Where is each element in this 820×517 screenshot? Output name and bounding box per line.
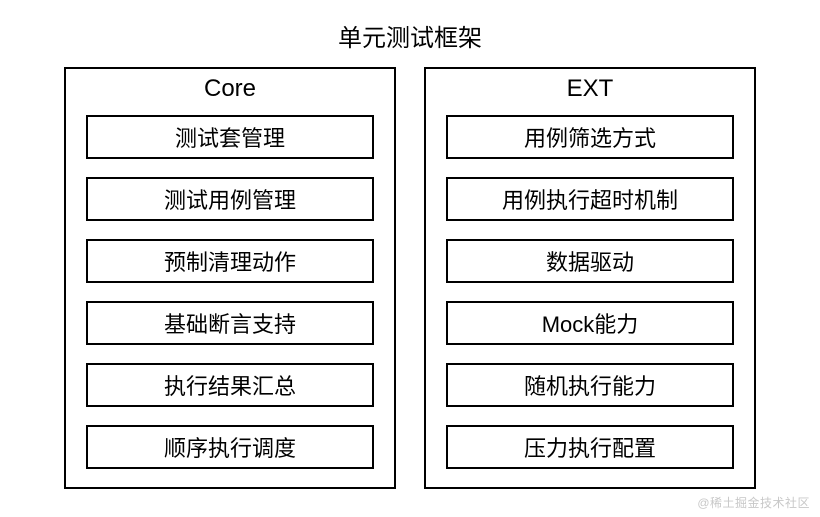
core-item: 测试套管理 [86,115,374,159]
core-item: 测试用例管理 [86,177,374,221]
core-item: 执行结果汇总 [86,363,374,407]
diagram-container: 单元测试框架 Core 测试套管理 测试用例管理 预制清理动作 基础断言支持 执… [0,0,820,489]
ext-items: 用例筛选方式 用例执行超时机制 数据驱动 Mock能力 随机执行能力 压力执行配… [446,115,734,469]
ext-item: Mock能力 [446,301,734,345]
core-item: 顺序执行调度 [86,425,374,469]
core-item: 预制清理动作 [86,239,374,283]
ext-column: EXT 用例筛选方式 用例执行超时机制 数据驱动 Mock能力 随机执行能力 压… [424,67,756,489]
ext-item: 随机执行能力 [446,363,734,407]
ext-item: 用例执行超时机制 [446,177,734,221]
ext-column-title: EXT [446,75,734,103]
watermark-text: @稀土掘金技术社区 [697,494,810,511]
ext-item: 压力执行配置 [446,425,734,469]
columns-wrapper: Core 测试套管理 测试用例管理 预制清理动作 基础断言支持 执行结果汇总 顺… [0,67,820,489]
main-title: 单元测试框架 [0,18,820,53]
ext-item: 数据驱动 [446,239,734,283]
core-column-title: Core [86,75,374,103]
core-item: 基础断言支持 [86,301,374,345]
core-items: 测试套管理 测试用例管理 预制清理动作 基础断言支持 执行结果汇总 顺序执行调度 [86,115,374,469]
core-column: Core 测试套管理 测试用例管理 预制清理动作 基础断言支持 执行结果汇总 顺… [64,67,396,489]
ext-item: 用例筛选方式 [446,115,734,159]
